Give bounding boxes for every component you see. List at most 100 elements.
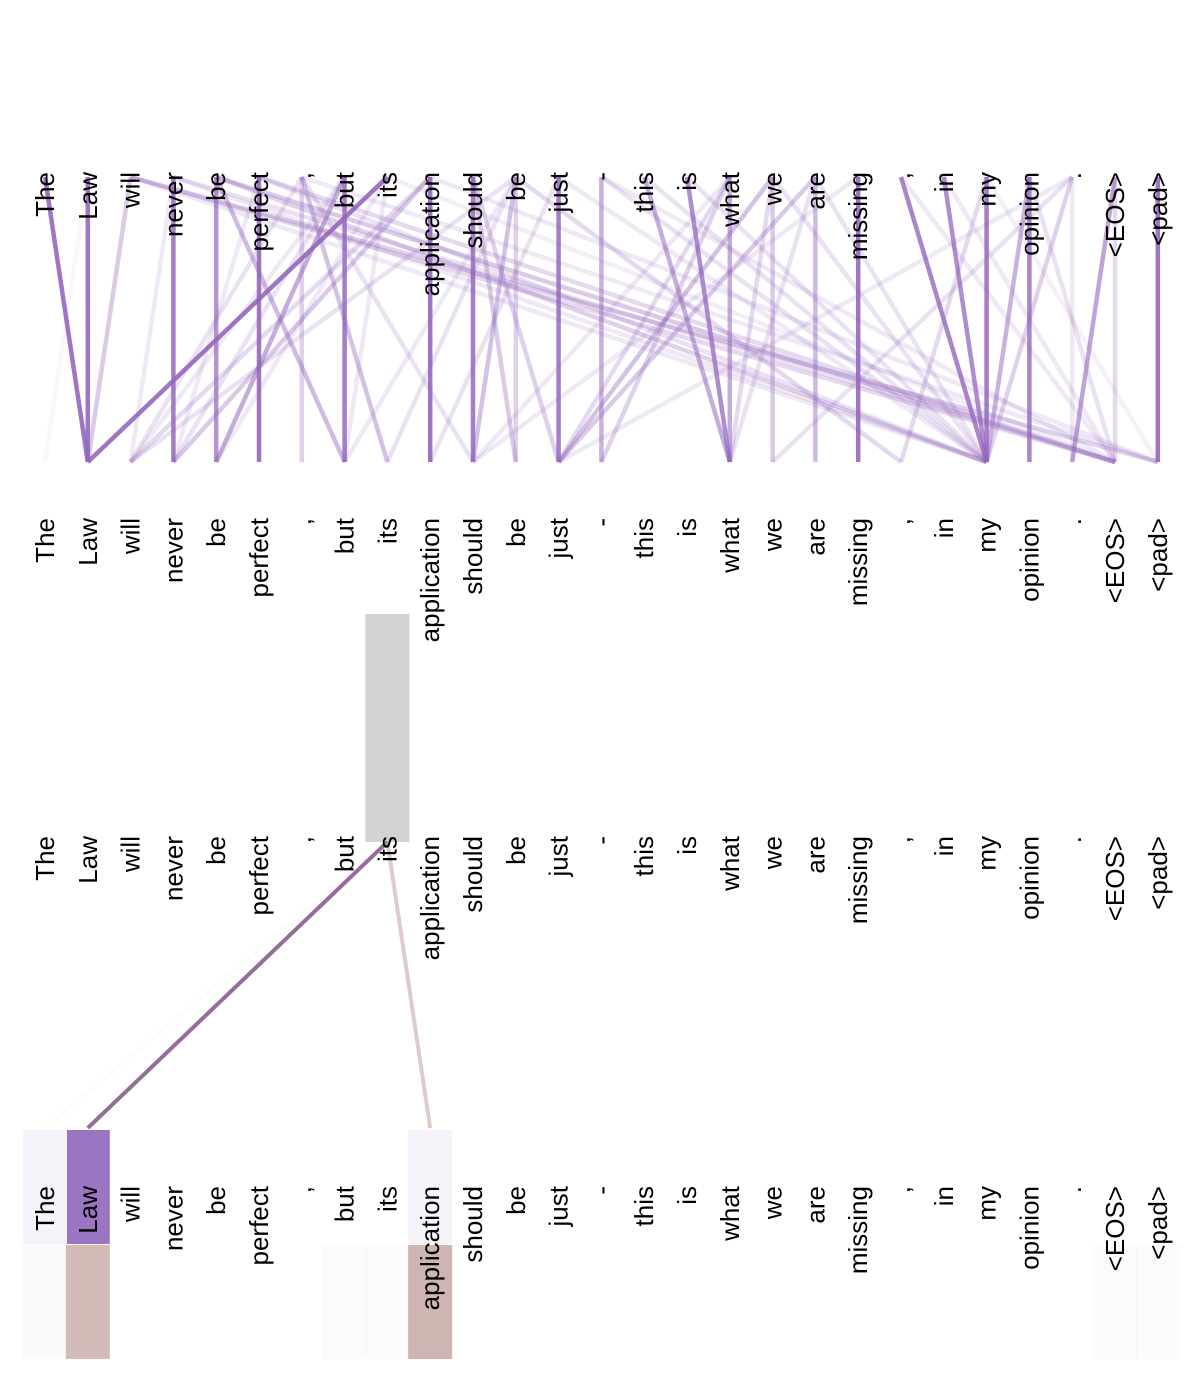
source-token: Law: [73, 172, 103, 220]
source-token: opinion: [1014, 172, 1044, 256]
source-token: should: [458, 172, 488, 249]
source-token: what: [715, 171, 745, 228]
source-token: perfect: [244, 171, 274, 251]
query-token: will: [116, 836, 146, 873]
neuron-view-key-tokens: The Law will never be perfect, but its applicati…: [30, 1185, 1173, 1310]
attention-line: [86, 175, 389, 464]
attention-line: [898, 176, 989, 463]
key-token: Law: [73, 1186, 103, 1234]
key-token: perfect: [244, 1185, 274, 1265]
attention-line: [301, 174, 1159, 465]
source-token: are: [800, 172, 830, 210]
attention-line: [214, 176, 347, 463]
attention-line: [813, 175, 989, 464]
query-token: be: [201, 836, 231, 865]
source-token: just: [544, 171, 574, 213]
attention-line: [429, 174, 1159, 465]
attention-line: [129, 174, 988, 465]
attention-line: [129, 174, 1159, 465]
neuron-view-query-tokens: The Law will never be perfect, but its applicati…: [30, 835, 1173, 960]
source-token: missing: [843, 172, 873, 260]
attention-line: [214, 175, 390, 464]
neuron-view-attention-lines: [45, 840, 433, 1130]
target-token: be: [201, 518, 231, 547]
attention-line: [557, 175, 988, 464]
key-token: be: [201, 1186, 231, 1215]
source-token: this: [629, 172, 659, 212]
target-token: -: [586, 518, 616, 527]
query-token: perfect: [244, 835, 274, 915]
query-token: be: [501, 836, 531, 865]
target-token: just: [544, 517, 574, 559]
key-token: be: [501, 1186, 531, 1215]
target-token: be: [501, 518, 531, 547]
attention-line: [471, 175, 860, 464]
target-token: this: [629, 518, 659, 558]
target-token: my: [972, 518, 1002, 553]
attention-line: [128, 175, 347, 464]
target-token: never: [158, 518, 188, 583]
neuron-attention-line: [385, 841, 433, 1129]
attention-line: [299, 176, 390, 463]
value-bar: [365, 1245, 410, 1359]
attention-line: [129, 175, 518, 464]
attention-line: [42, 176, 91, 463]
query-token: The: [30, 836, 60, 881]
target-token: opinion: [1014, 518, 1044, 602]
target-token: its: [372, 518, 402, 544]
attention-line: [557, 175, 1074, 464]
attention-line: [42, 176, 91, 463]
attention-line: [172, 174, 1116, 465]
attention-line: [172, 174, 988, 465]
source-token: -: [586, 172, 616, 181]
attention-line: [171, 175, 347, 464]
source-token: in: [929, 172, 959, 192]
key-shade: [408, 1130, 453, 1244]
source-token: be: [501, 172, 531, 201]
key-token: just: [544, 1185, 574, 1227]
query-token: <EOS>: [1100, 836, 1130, 921]
query-token: ,: [287, 836, 317, 843]
source-token: will: [116, 172, 146, 209]
key-token: what: [715, 1185, 745, 1242]
query-token: are: [800, 836, 830, 874]
attention-line: [128, 175, 304, 464]
value-bar: [23, 1245, 67, 1359]
source-token: The: [30, 172, 60, 217]
key-token: <EOS>: [1100, 1186, 1130, 1271]
attention-line: [984, 176, 1032, 463]
source-token: its: [372, 172, 402, 198]
target-token: Law: [73, 518, 103, 566]
attention-line: [470, 176, 519, 463]
source-token: <pad>: [1143, 172, 1173, 246]
attention-line: [556, 175, 732, 464]
attention-line: [899, 175, 1117, 464]
attention-line: [984, 175, 1160, 464]
selected-query-box[interactable]: [365, 614, 410, 842]
attention-line: [984, 176, 1075, 463]
key-token: should: [458, 1186, 488, 1263]
attention-line: [386, 174, 1116, 465]
target-token: should: [458, 518, 488, 595]
query-token: is: [672, 836, 702, 855]
attention-line: [258, 174, 988, 465]
key-token: is: [672, 1186, 702, 1205]
source-token: is: [672, 172, 702, 191]
attention-line: [299, 175, 475, 464]
query-token: <pad>: [1143, 836, 1173, 910]
attention-line: [129, 174, 1116, 465]
key-token: my: [972, 1186, 1002, 1221]
value-bar: [322, 1245, 367, 1359]
target-token: but: [330, 517, 360, 554]
query-token: just: [544, 835, 574, 877]
key-token: The: [30, 1186, 60, 1231]
query-token: opinion: [1014, 836, 1044, 920]
query-token: should: [458, 836, 488, 913]
attention-view-target-tokens: The Law will never be perfect, but its applicati…: [30, 517, 1173, 642]
source-token: but: [330, 171, 360, 208]
key-token: -: [586, 1186, 616, 1195]
query-token: this: [629, 836, 659, 876]
neuron-attention-line: [45, 842, 387, 1128]
key-shade: [23, 1130, 67, 1244]
attention-line: [342, 176, 390, 463]
